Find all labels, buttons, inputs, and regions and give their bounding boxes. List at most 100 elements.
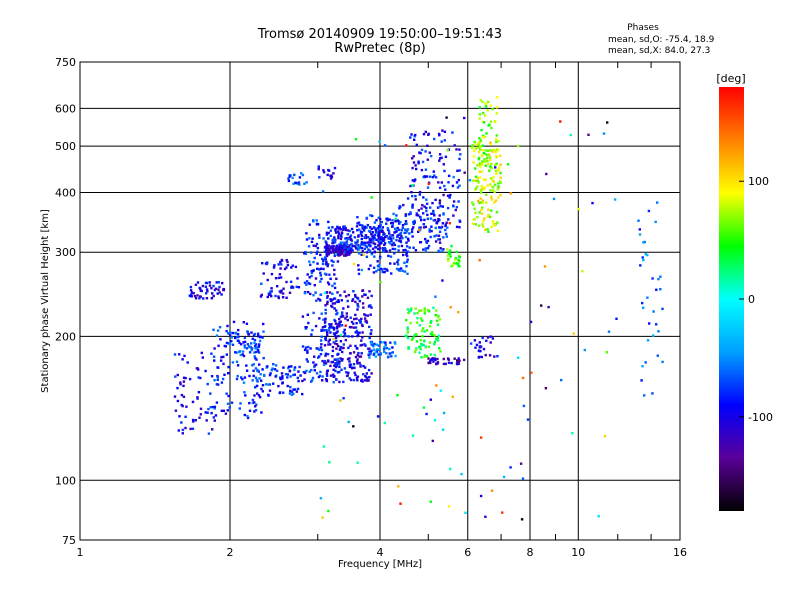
echo-point — [274, 294, 277, 298]
echo-point — [519, 462, 523, 465]
echo-point — [213, 359, 216, 362]
echo-point — [243, 336, 247, 340]
echo-point — [333, 297, 336, 300]
echo-point — [479, 436, 483, 439]
echo-point — [298, 183, 301, 186]
echo-point — [280, 263, 283, 266]
echo-point — [317, 297, 320, 301]
echo-point — [357, 305, 360, 308]
echo-point — [420, 329, 424, 333]
echo-point — [491, 107, 494, 111]
echo-point — [398, 239, 401, 242]
echo-point — [489, 341, 492, 344]
echo-point — [182, 380, 186, 383]
echo-point — [196, 294, 199, 297]
echo-point — [423, 205, 426, 208]
echo-point — [481, 201, 484, 205]
echo-point — [394, 354, 397, 358]
echo-point — [220, 356, 223, 359]
echo-point — [337, 235, 340, 238]
echo-point — [413, 179, 416, 183]
echo-point — [387, 229, 391, 233]
echo-point — [309, 347, 312, 350]
echo-point — [474, 175, 478, 178]
echo-point — [276, 285, 279, 288]
echo-point — [444, 362, 447, 366]
x-tick-label: 8 — [527, 546, 534, 559]
echo-point — [350, 242, 353, 246]
echo-point — [241, 378, 244, 381]
echo-point — [287, 179, 291, 183]
echo-point — [379, 217, 382, 221]
echo-point — [418, 345, 421, 349]
echo-point — [291, 264, 294, 267]
echo-point — [301, 173, 305, 177]
echo-point — [353, 236, 357, 239]
echo-point — [433, 214, 436, 217]
echo-point — [211, 428, 214, 431]
echo-point — [373, 237, 376, 240]
echo-point — [327, 249, 331, 252]
echo-point — [354, 138, 358, 141]
echo-point — [401, 237, 404, 240]
echo-point — [376, 227, 379, 230]
echo-point — [312, 244, 315, 247]
echo-point — [373, 221, 377, 224]
echo-point — [490, 198, 493, 201]
echo-point — [405, 241, 408, 244]
echo-point — [344, 228, 348, 232]
echo-point — [387, 254, 390, 258]
echo-point — [642, 241, 645, 244]
echo-point — [325, 379, 328, 383]
echo-point — [613, 198, 617, 201]
echo-point — [389, 242, 392, 245]
echo-point — [173, 353, 177, 356]
echo-point — [260, 411, 263, 414]
echo-point — [430, 225, 433, 228]
echo-point — [433, 343, 436, 346]
echo-point — [422, 133, 426, 136]
echo-point — [216, 292, 219, 295]
echo-point — [448, 196, 451, 199]
echo-point — [399, 232, 403, 235]
echo-point — [190, 291, 194, 294]
echo-point — [303, 182, 306, 185]
echo-point — [305, 283, 308, 286]
echo-point — [391, 346, 394, 349]
echo-point — [435, 221, 438, 225]
echo-point — [439, 157, 442, 160]
echo-point — [396, 263, 400, 266]
echo-point — [482, 186, 485, 190]
echo-point — [305, 181, 308, 184]
echo-point — [252, 374, 255, 378]
echo-point — [253, 332, 256, 336]
echo-point — [346, 318, 349, 322]
echo-point — [320, 343, 323, 346]
echo-point — [297, 370, 300, 373]
echo-point — [382, 341, 385, 344]
echo-point — [360, 241, 364, 245]
echo-point — [345, 242, 349, 245]
echo-point — [189, 285, 193, 289]
echo-point — [424, 225, 427, 229]
echo-point — [474, 346, 477, 349]
echo-point — [375, 350, 379, 353]
echo-point — [329, 251, 332, 254]
echo-point — [313, 365, 316, 369]
echo-point — [398, 269, 401, 272]
echo-point — [444, 155, 448, 158]
echo-point — [481, 223, 484, 226]
echo-point — [386, 227, 389, 230]
echo-point — [329, 177, 333, 180]
echo-point — [421, 327, 425, 330]
echo-point — [339, 315, 343, 319]
echo-point — [490, 209, 493, 212]
echo-point — [455, 262, 458, 265]
echo-point — [331, 326, 334, 329]
echo-point — [324, 354, 327, 357]
echo-point — [353, 371, 356, 374]
echo-point — [338, 317, 341, 321]
echo-point — [310, 380, 313, 383]
echo-point — [308, 276, 311, 279]
